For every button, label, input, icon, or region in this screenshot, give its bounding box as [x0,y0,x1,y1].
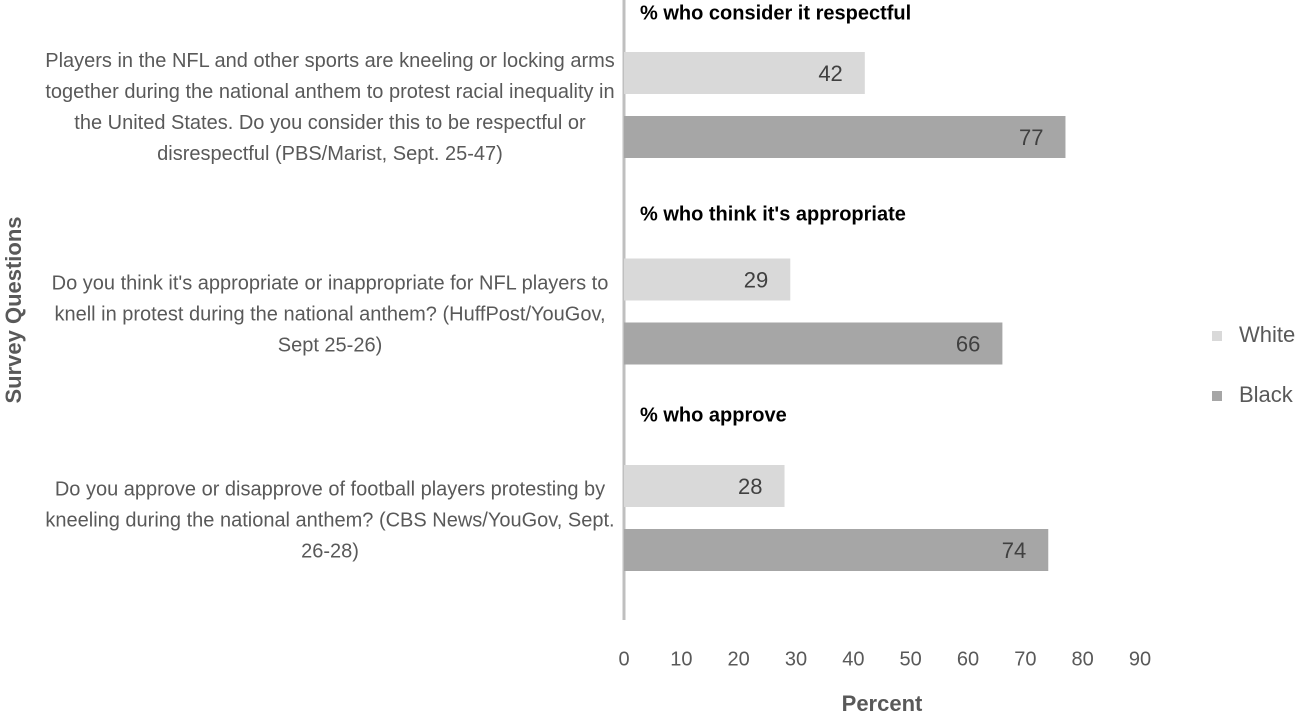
x-tick-label: 40 [842,648,864,670]
value-label: 42 [818,61,842,86]
group-annotation: % who consider it respectful [640,2,911,24]
category-label: Do you approve or disapprove of football… [45,478,615,563]
value-label: 77 [1019,125,1043,150]
legend-label: Black [1239,382,1294,407]
legend-label: White [1239,322,1295,347]
x-tick-label: 20 [728,648,750,670]
legend-swatch [1212,331,1222,341]
bar [624,529,1049,571]
x-tick-label: 50 [900,648,922,670]
legend-swatch [1212,391,1222,401]
x-tick-label: 80 [1072,648,1094,670]
bar [624,258,791,301]
value-label: 74 [1002,538,1026,563]
bar [624,465,785,507]
category-label: Players in the NFL and other sports are … [45,50,615,165]
category-label: Do you think it's appropriate or inappro… [51,272,609,356]
group-annotation: % who think it's appropriate [640,203,906,225]
bar [624,52,865,94]
value-label: 28 [738,474,762,499]
y-axis-label: Survey Questions [1,216,26,403]
x-tick-label: 10 [670,648,692,670]
bar [624,116,1066,158]
x-tick-label: 30 [785,648,807,670]
bar [624,322,1003,365]
x-tick-label: 70 [1014,648,1036,670]
x-axis-label: Percent [842,691,923,716]
value-label: 66 [956,331,980,356]
x-tick-label: 0 [618,648,629,670]
group-annotation: % who approve [640,404,787,426]
x-tick-label: 60 [957,648,979,670]
x-tick-label: 90 [1129,648,1151,670]
value-label: 29 [744,267,768,292]
